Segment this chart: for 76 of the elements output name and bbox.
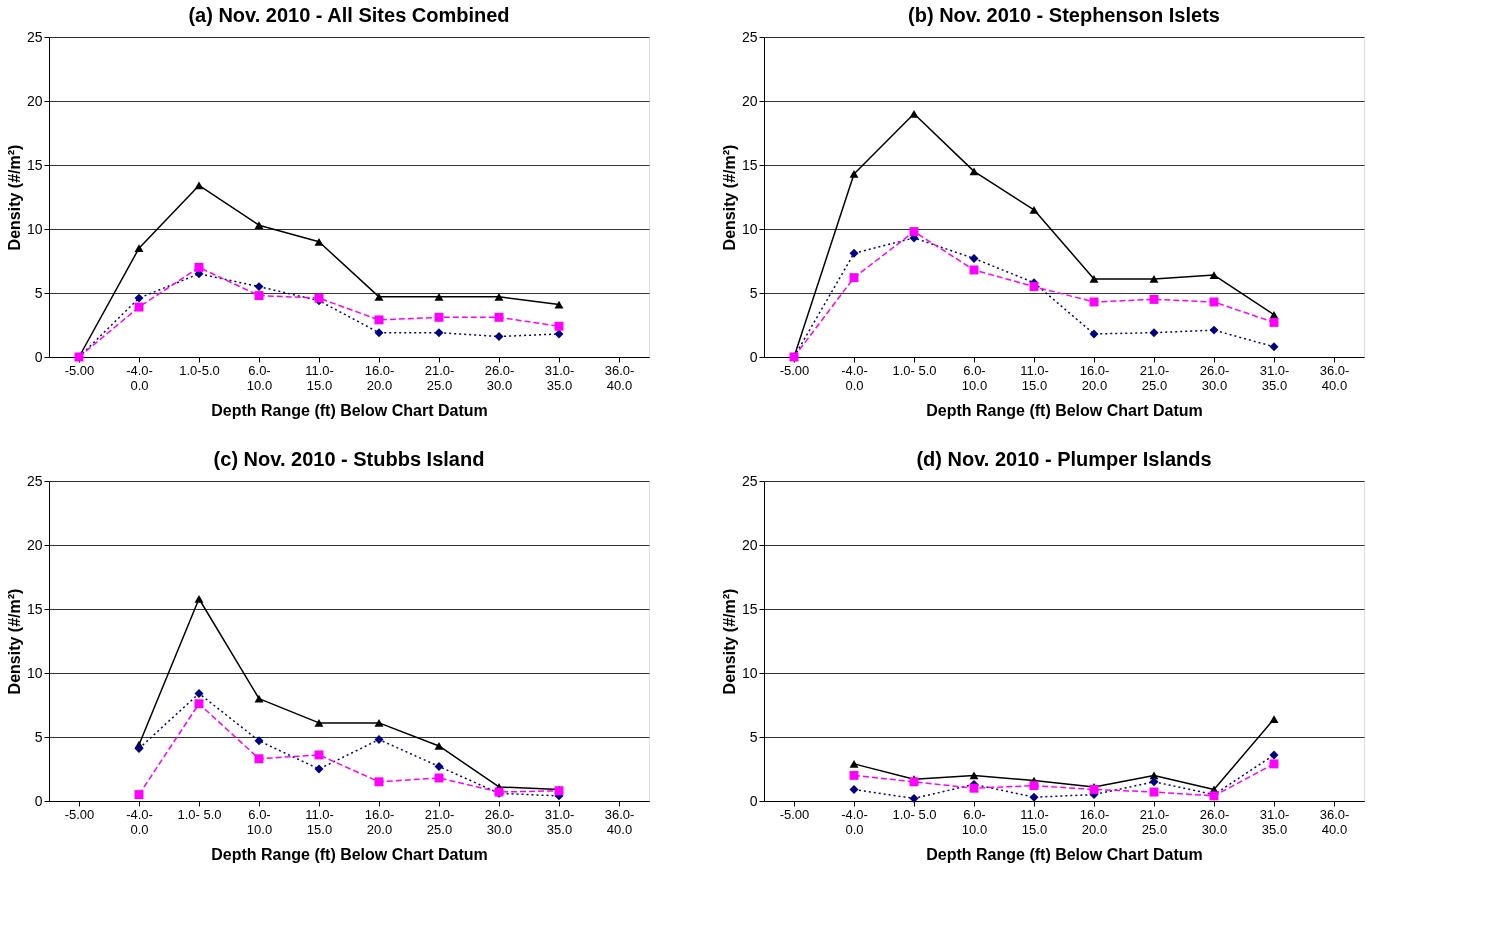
y-tick-label: 10 bbox=[741, 664, 758, 681]
chart-title: (a) Nov. 2010 - All Sites Combined bbox=[188, 4, 510, 26]
y-tick-label: 15 bbox=[741, 600, 758, 617]
x-axis-title: Depth Range (ft) Below Chart Datum bbox=[211, 401, 488, 419]
x-tick-label: 6.0- 10.0 bbox=[246, 362, 273, 393]
x-tick-label: 11.0- 15.0 bbox=[1020, 806, 1049, 837]
x-tick-label: -5.00 bbox=[64, 806, 95, 822]
x-tick-label: -4.0- 0.0 bbox=[841, 362, 868, 393]
x-tick-label: 11.0- 15.0 bbox=[1020, 362, 1049, 393]
y-axis-title: Density (#/m²) bbox=[5, 144, 23, 251]
x-tick-label: -4.0- 0.0 bbox=[126, 362, 153, 393]
y-tick-label: 25 bbox=[26, 28, 43, 45]
y-tick-label: 20 bbox=[741, 536, 758, 553]
y-tick-label: 10 bbox=[26, 664, 43, 681]
x-tick-label: 16.0- 20.0 bbox=[364, 362, 395, 393]
y-axis-title: Density (#/m²) bbox=[720, 588, 738, 695]
y-tick-label: 5 bbox=[34, 728, 43, 745]
x-tick-label: 16.0- 20.0 bbox=[1079, 806, 1110, 837]
y-tick-label: 0 bbox=[34, 348, 43, 365]
x-tick-label: -5.00 bbox=[779, 362, 810, 378]
x-tick-label: 16.0- 20.0 bbox=[364, 806, 395, 837]
x-tick-label: 36.0- 40.0 bbox=[604, 362, 635, 393]
y-tick-label: 15 bbox=[26, 156, 43, 173]
x-tick-label: 31.0- 35.0 bbox=[1259, 806, 1290, 837]
x-tick-label: 36.0- 40.0 bbox=[1319, 806, 1350, 837]
x-tick-label: 21.0- 25.0 bbox=[1139, 362, 1170, 393]
x-tick-label: 1.0-5.0 bbox=[179, 362, 220, 378]
y-tick-label: 25 bbox=[741, 28, 758, 45]
y-tick-label: 20 bbox=[741, 92, 758, 109]
x-tick-label: 26.0- 30.0 bbox=[484, 806, 515, 837]
y-tick-label: 5 bbox=[749, 728, 758, 745]
x-tick-label: 26.0- 30.0 bbox=[484, 362, 515, 393]
chart-title: (d) Nov. 2010 - Plumper Islands bbox=[916, 448, 1212, 470]
x-tick-label: -5.00 bbox=[779, 806, 810, 822]
y-tick-label: 5 bbox=[34, 284, 43, 301]
x-tick-label: 31.0- 35.0 bbox=[544, 806, 575, 837]
y-tick-label: 0 bbox=[749, 792, 758, 809]
x-tick-label: 16.0- 20.0 bbox=[1079, 362, 1110, 393]
x-tick-label: -4.0- 0.0 bbox=[126, 806, 153, 837]
x-tick-label: 6.0- 10.0 bbox=[961, 362, 988, 393]
x-tick-label: 6.0- 10.0 bbox=[961, 806, 988, 837]
y-tick-label: 20 bbox=[26, 536, 43, 553]
y-tick-label: 15 bbox=[741, 156, 758, 173]
y-tick-label: 0 bbox=[34, 792, 43, 809]
x-tick-label: 1.0- 5.0 bbox=[177, 806, 222, 822]
chart-title: (b) Nov. 2010 - Stephenson Islets bbox=[908, 4, 1220, 26]
y-tick-label: 10 bbox=[741, 220, 758, 237]
x-tick-label: 21.0- 25.0 bbox=[1139, 806, 1170, 837]
x-tick-label: -4.0- 0.0 bbox=[841, 806, 868, 837]
y-axis-title: Density (#/m²) bbox=[720, 144, 738, 251]
x-axis-title: Depth Range (ft) Below Chart Datum bbox=[926, 401, 1203, 419]
y-tick-label: 0 bbox=[749, 348, 758, 365]
x-tick-label: 6.0- 10.0 bbox=[246, 806, 273, 837]
x-axis-title: Depth Range (ft) Below Chart Datum bbox=[926, 845, 1203, 863]
x-tick-label: 11.0- 15.0 bbox=[305, 806, 334, 837]
x-tick-label: 36.0- 40.0 bbox=[1319, 362, 1350, 393]
x-tick-label: 31.0- 35.0 bbox=[1259, 362, 1290, 393]
x-tick-label: 31.0- 35.0 bbox=[544, 362, 575, 393]
x-tick-label: -5.00 bbox=[64, 362, 95, 378]
x-tick-label: 21.0- 25.0 bbox=[424, 806, 455, 837]
y-tick-label: 15 bbox=[26, 600, 43, 617]
x-axis-title: Depth Range (ft) Below Chart Datum bbox=[211, 845, 488, 863]
x-tick-label: 21.0- 25.0 bbox=[424, 362, 455, 393]
x-tick-label: 26.0- 30.0 bbox=[1199, 362, 1230, 393]
x-tick-label: 1.0- 5.0 bbox=[892, 806, 937, 822]
y-tick-label: 25 bbox=[741, 472, 758, 489]
x-tick-label: 11.0- 15.0 bbox=[305, 362, 334, 393]
x-tick-label: 36.0- 40.0 bbox=[604, 806, 635, 837]
y-axis-title: Density (#/m²) bbox=[5, 588, 23, 695]
x-tick-label: 1.0- 5.0 bbox=[892, 362, 937, 378]
y-tick-label: 25 bbox=[26, 472, 43, 489]
chart-title: (c) Nov. 2010 - Stubbs Island bbox=[213, 448, 485, 470]
y-tick-label: 20 bbox=[26, 92, 43, 109]
y-tick-label: 5 bbox=[749, 284, 758, 301]
y-tick-label: 10 bbox=[26, 220, 43, 237]
x-tick-label: 26.0- 30.0 bbox=[1199, 806, 1230, 837]
